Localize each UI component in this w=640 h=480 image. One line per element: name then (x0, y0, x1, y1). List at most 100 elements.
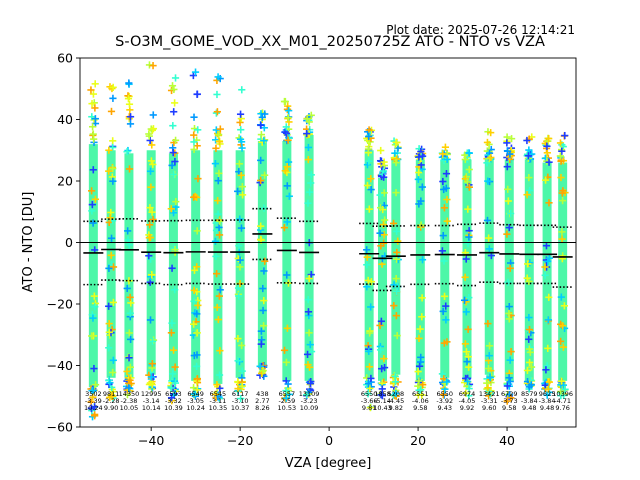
scatter-point (89, 130, 97, 138)
scatter-point (283, 324, 292, 332)
scatter-point (259, 367, 267, 375)
bin-count-label: 6550 (436, 390, 453, 398)
scatter-point (190, 113, 198, 121)
scatter-point (379, 167, 388, 175)
scatter-point (216, 217, 224, 225)
scatter-point (306, 341, 314, 349)
scatter-point (503, 163, 511, 171)
scatter-point (503, 139, 511, 147)
scatter-point (260, 137, 268, 145)
scatter-point (149, 160, 157, 169)
scatter-point (485, 155, 493, 163)
scatter-point (461, 151, 469, 159)
scatter-point (556, 139, 565, 147)
scatter-point (105, 146, 113, 154)
scatter-point (543, 391, 551, 399)
scatter-point (257, 222, 265, 230)
scatter-point (237, 394, 245, 403)
scatter-point (127, 335, 135, 343)
bin-core-band (462, 159, 472, 378)
scatter-point (545, 199, 553, 207)
scatter-point (484, 320, 492, 328)
scatter-point (559, 322, 567, 330)
scatter-point (377, 146, 385, 155)
plot-date: Plot date: 2025-07-26 12:14:21 (386, 23, 575, 37)
scatter-point (88, 187, 96, 195)
scatter-point (236, 118, 244, 127)
bin-core-band (391, 159, 401, 375)
scatter-point (234, 187, 242, 195)
bin-core-band (558, 162, 568, 381)
scatter-point (376, 229, 384, 237)
scatter-point (148, 380, 156, 389)
scatter-point (213, 270, 221, 278)
scatter-point (506, 264, 514, 272)
scatter-point (393, 332, 401, 340)
scatter-point (504, 185, 512, 193)
scatter-point (394, 237, 402, 245)
scatter-point (465, 363, 473, 371)
scatter-point (169, 122, 177, 130)
scatter-point (527, 381, 535, 389)
y-tick-label: 20 (57, 174, 73, 189)
bin-count-label: 12995 (141, 390, 162, 398)
scatter-point (307, 179, 315, 187)
scatter-point (149, 215, 157, 224)
scatter-point (504, 197, 512, 205)
scatter-point (214, 177, 222, 185)
scatter-point (443, 155, 451, 163)
scatter-point (261, 110, 269, 118)
scatter-point (87, 404, 96, 413)
scatter-point (440, 204, 449, 212)
scatter-point (527, 363, 536, 371)
scatter-point (236, 215, 244, 223)
scatter-point (238, 341, 246, 350)
scatter-point (543, 362, 551, 370)
bin-count-label: 6557 (279, 390, 296, 398)
scatter-point (558, 189, 566, 197)
scatter-point (169, 346, 178, 354)
scatter-point (503, 397, 511, 405)
scatter-point (441, 143, 450, 151)
bin-count-label: 6974 (459, 390, 476, 398)
scatter-point (171, 74, 180, 82)
bin-sd-label: 10.24 (186, 404, 205, 412)
scatter-point (214, 197, 222, 205)
scatter-point (235, 168, 243, 176)
scatter-point (234, 357, 242, 365)
scatter-point (524, 152, 533, 160)
scatter-point (545, 293, 553, 301)
scatter-point (149, 337, 157, 345)
scatter-point (377, 391, 385, 399)
scatter-point (256, 362, 264, 370)
scatter-point (418, 313, 426, 321)
scatter-point (525, 174, 533, 182)
scatter-point (462, 389, 470, 397)
scatter-point (488, 372, 496, 381)
scatter-point (126, 113, 135, 121)
scatter-point (558, 235, 566, 243)
scatter-point (238, 367, 246, 375)
scatter-point (149, 62, 157, 70)
scatter-point (89, 219, 97, 227)
scatter-point (91, 410, 99, 419)
bin-count-label: 6729 (501, 390, 518, 398)
scatter-point (542, 242, 551, 250)
scatter-point (215, 169, 223, 177)
scatter-point (124, 146, 132, 155)
scatter-point (214, 73, 222, 81)
scatter-point (167, 329, 176, 337)
scatter-point (307, 111, 315, 119)
scatter-point (391, 149, 399, 157)
scatter-point (125, 79, 133, 87)
scatter-point (364, 380, 373, 388)
bin-mean-label: -5.14 (374, 397, 391, 405)
scatter-point (525, 313, 533, 322)
bin-mean-label: -2.59 (278, 397, 295, 405)
bin-sd-label: 9.81 (362, 404, 376, 412)
scatter-point (390, 302, 398, 310)
scatter-point (169, 209, 178, 217)
scatter-point (280, 346, 289, 354)
scatter-point (485, 234, 493, 242)
scatter-point (463, 178, 472, 186)
